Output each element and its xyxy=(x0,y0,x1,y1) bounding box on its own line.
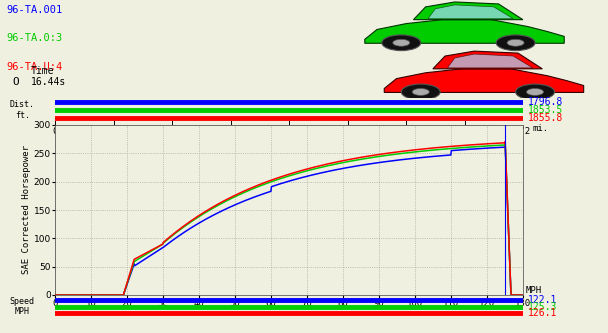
Text: Dist.
ft.: Dist. ft. xyxy=(10,100,35,120)
Ellipse shape xyxy=(393,39,410,46)
Text: MPH: MPH xyxy=(525,286,542,295)
Polygon shape xyxy=(433,51,542,69)
Ellipse shape xyxy=(412,89,429,95)
Text: 1855.8: 1855.8 xyxy=(528,114,563,124)
Text: 125.3: 125.3 xyxy=(528,301,557,311)
Ellipse shape xyxy=(401,84,440,100)
Polygon shape xyxy=(428,5,513,19)
Text: 1/4: 1/4 xyxy=(281,127,297,136)
Ellipse shape xyxy=(516,84,554,100)
Text: 1796.8: 1796.8 xyxy=(528,97,563,107)
Text: Speed
MPH: Speed MPH xyxy=(10,297,35,316)
Text: Time
16.44s: Time 16.44s xyxy=(30,66,66,87)
Text: 1/2: 1/2 xyxy=(515,127,531,136)
Y-axis label: SAE Corrected Horsepower: SAE Corrected Horsepower xyxy=(22,146,31,274)
Text: 122.1: 122.1 xyxy=(528,295,557,305)
Ellipse shape xyxy=(496,35,535,51)
Text: 96-TA.U:4: 96-TA.U:4 xyxy=(6,62,63,72)
Polygon shape xyxy=(447,54,533,68)
Polygon shape xyxy=(365,20,564,43)
Polygon shape xyxy=(413,2,523,20)
Text: 1853.5: 1853.5 xyxy=(528,105,563,115)
Text: O: O xyxy=(12,77,19,87)
Text: mi.: mi. xyxy=(533,124,548,133)
Ellipse shape xyxy=(507,39,524,46)
Ellipse shape xyxy=(527,89,544,95)
Ellipse shape xyxy=(382,35,421,51)
Text: 96-TA.0:3: 96-TA.0:3 xyxy=(6,33,63,43)
Text: 126.1: 126.1 xyxy=(528,308,557,318)
Polygon shape xyxy=(384,69,584,93)
Text: 96-TA.001: 96-TA.001 xyxy=(6,5,63,15)
Text: 0: 0 xyxy=(52,127,58,136)
